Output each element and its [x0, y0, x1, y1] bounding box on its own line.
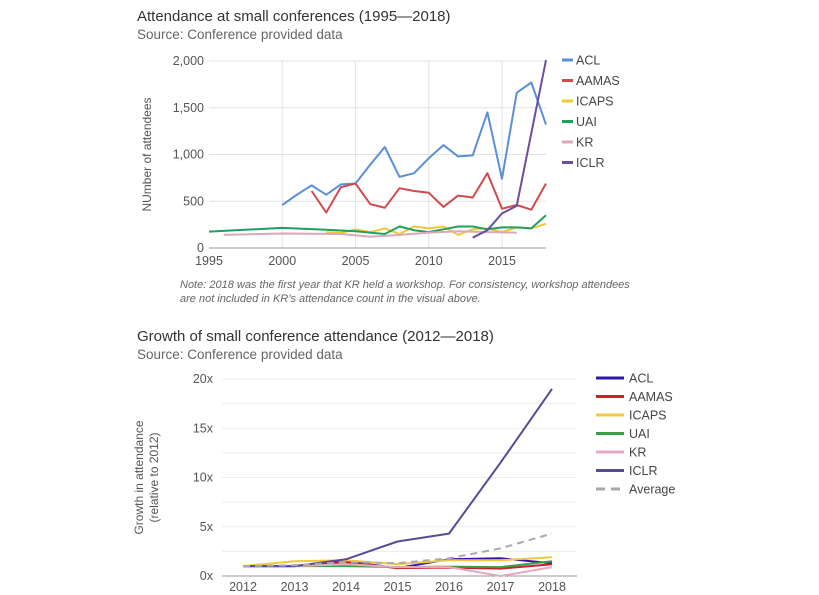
chart1-title: Attendance at small conferences (1995—20… [137, 8, 451, 25]
series-line-icaps [326, 222, 547, 236]
y-tick-label: 500 [183, 194, 204, 208]
legend-label-aamas: AAMAS [629, 390, 673, 404]
x-tick-label: 2016 [435, 580, 463, 594]
y-axis-label: NUmber of attendees [140, 97, 154, 211]
y-tick-label: 0x [200, 569, 214, 583]
y-tick-label: 10x [193, 471, 214, 485]
x-tick-label: 2017 [487, 580, 515, 594]
series-line-icaps [242, 556, 553, 568]
series-line-uai [208, 214, 547, 235]
legend-label-aamas: AAMAS [576, 74, 620, 88]
series-line-acl [281, 81, 547, 206]
legend-label-kr: KR [629, 446, 646, 460]
legend-label-iclr: ICLR [576, 156, 604, 170]
y-tick-label: 0 [197, 241, 204, 255]
legend-label-kr: KR [576, 136, 593, 150]
x-tick-label: 2010 [415, 254, 443, 268]
legend-label-uai: UAI [576, 115, 597, 129]
y-tick-label: 1,000 [173, 148, 204, 162]
legend-label-acl: ACL [629, 372, 653, 386]
chart1-note: Note: 2018 was the first year that KR he… [180, 279, 630, 305]
x-tick-label: 2013 [281, 580, 309, 594]
legend-label-iclr: ICLR [629, 464, 657, 478]
x-tick-label: 2012 [229, 580, 257, 594]
series-line-aamas [310, 172, 547, 214]
legend-label-icaps: ICAPS [576, 95, 614, 109]
x-tick-label: 2015 [488, 254, 516, 268]
chart2-subtitle: Source: Conference provided data [137, 347, 343, 362]
chart1-attendance: 0 500 1,000 1,500 2,000 1995 2000 2005 2010 2015 N… [140, 54, 620, 269]
x-tick-label: 2014 [332, 580, 360, 594]
y-axis-label-line2: (relative to 2012) [147, 432, 161, 522]
y-tick-label: 2,000 [173, 54, 204, 68]
x-tick-label: 2018 [538, 580, 566, 594]
y-tick-label: 5x [200, 520, 214, 534]
series-line-kr [223, 230, 517, 238]
series-line-iclr [472, 59, 547, 239]
x-tick-label: 1995 [195, 254, 223, 268]
legend-label-icaps: ICAPS [629, 409, 667, 423]
y-tick-label: 20x [193, 372, 214, 386]
legend-label-average: Average [629, 483, 675, 497]
x-tick-label: 2015 [384, 580, 412, 594]
chart2-title: Growth of small conference attendance (2… [137, 328, 494, 345]
legend-label-acl: ACL [576, 54, 600, 68]
chart1-subtitle: Source: Conference provided data [137, 27, 343, 42]
x-tick-label: 2005 [342, 254, 370, 268]
x-tick-label: 2000 [268, 254, 296, 268]
legend-label-uai: UAI [629, 427, 650, 441]
series-line-average [242, 532, 553, 568]
y-axis-label-line1: Growth in attendance [132, 420, 146, 534]
y-tick-label: 1,500 [173, 101, 204, 115]
y-tick-label: 15x [193, 421, 214, 435]
